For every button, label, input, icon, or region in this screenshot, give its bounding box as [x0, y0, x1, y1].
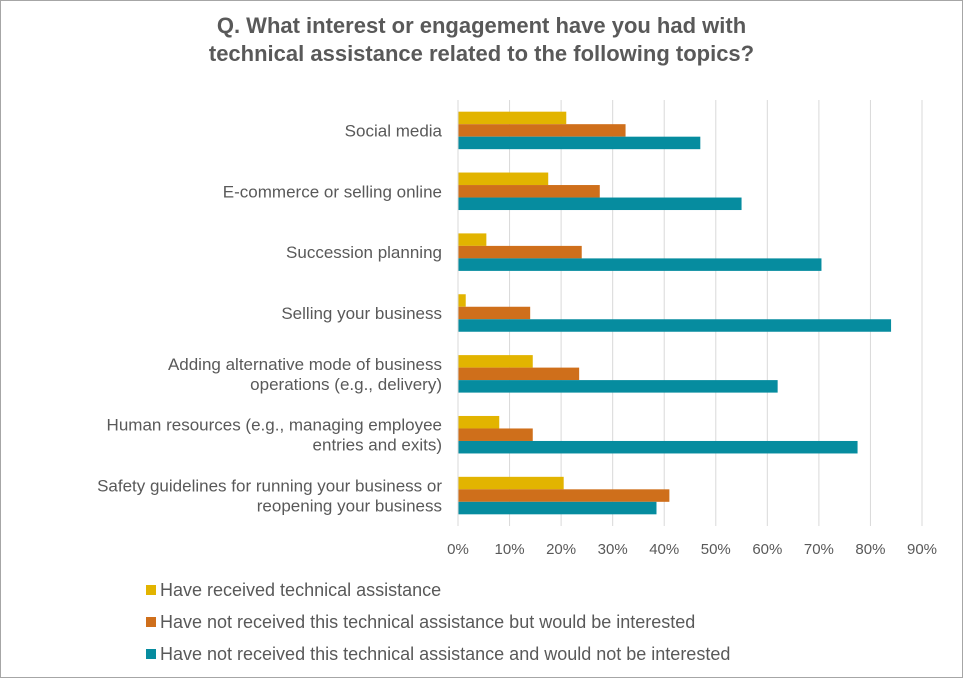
bar — [458, 136, 701, 150]
chart-title-line-1: Q. What interest or engagement have you … — [216, 13, 747, 38]
bar — [458, 380, 778, 393]
category-label: Human resources (e.g., managing employee — [107, 416, 442, 435]
bar — [458, 197, 742, 211]
legend-label-interested: Have not received this technical assista… — [160, 611, 696, 632]
bar — [458, 294, 466, 307]
chart-title-line-2: technical assistance related to the foll… — [208, 41, 755, 66]
x-tick-label: 50% — [701, 541, 731, 558]
category-label: entries and exits) — [313, 436, 442, 455]
chart-title: Q. What interest or engagement have you … — [0, 12, 963, 68]
category-label: reopening your business — [257, 497, 442, 516]
x-tick-label: 30% — [598, 541, 628, 558]
bar — [458, 355, 533, 368]
x-tick-label: 20% — [546, 541, 576, 558]
bar — [458, 501, 657, 515]
category-label: E-commerce or selling online — [223, 182, 442, 201]
legend-swatch-received — [146, 585, 156, 595]
bar — [458, 428, 533, 441]
legend-swatch-not-interested — [146, 649, 156, 659]
x-tick-label: 80% — [855, 541, 885, 558]
x-tick-label: 40% — [649, 541, 679, 558]
bar — [458, 415, 500, 429]
bar — [458, 172, 549, 186]
bar — [458, 319, 892, 332]
x-tick-label: 90% — [907, 541, 937, 558]
legend-swatch-interested — [146, 617, 156, 627]
x-tick-label: 0% — [447, 541, 469, 558]
bar — [458, 258, 822, 271]
category-label: Social media — [345, 121, 443, 140]
legend-label-received: Have received technical assistance — [160, 579, 442, 600]
x-tick-label: 60% — [752, 541, 782, 558]
bar — [458, 476, 564, 490]
bar — [458, 111, 567, 125]
legend-label-not-interested: Have not received this technical assista… — [160, 643, 731, 664]
bar — [458, 440, 858, 454]
category-label: Safety guidelines for running your busin… — [97, 477, 442, 496]
bar — [458, 489, 670, 502]
category-label: Selling your business — [281, 304, 442, 323]
bar — [458, 245, 582, 259]
legend: Have received technical assistance Have … — [146, 574, 730, 670]
x-tick-label: 70% — [804, 541, 834, 558]
category-label: Succession planning — [286, 243, 442, 262]
bar — [458, 306, 531, 320]
bar — [458, 185, 600, 198]
bar — [458, 233, 487, 246]
bar — [458, 367, 580, 381]
bar — [458, 124, 626, 137]
x-tick-label: 10% — [495, 541, 525, 558]
legend-item-not-interested: Have not received this technical assista… — [146, 638, 730, 670]
legend-item-interested: Have not received this technical assista… — [146, 606, 730, 638]
category-label: operations (e.g., delivery) — [250, 375, 442, 394]
category-label: Adding alternative mode of business — [168, 355, 442, 374]
legend-item-received: Have received technical assistance — [146, 574, 730, 606]
